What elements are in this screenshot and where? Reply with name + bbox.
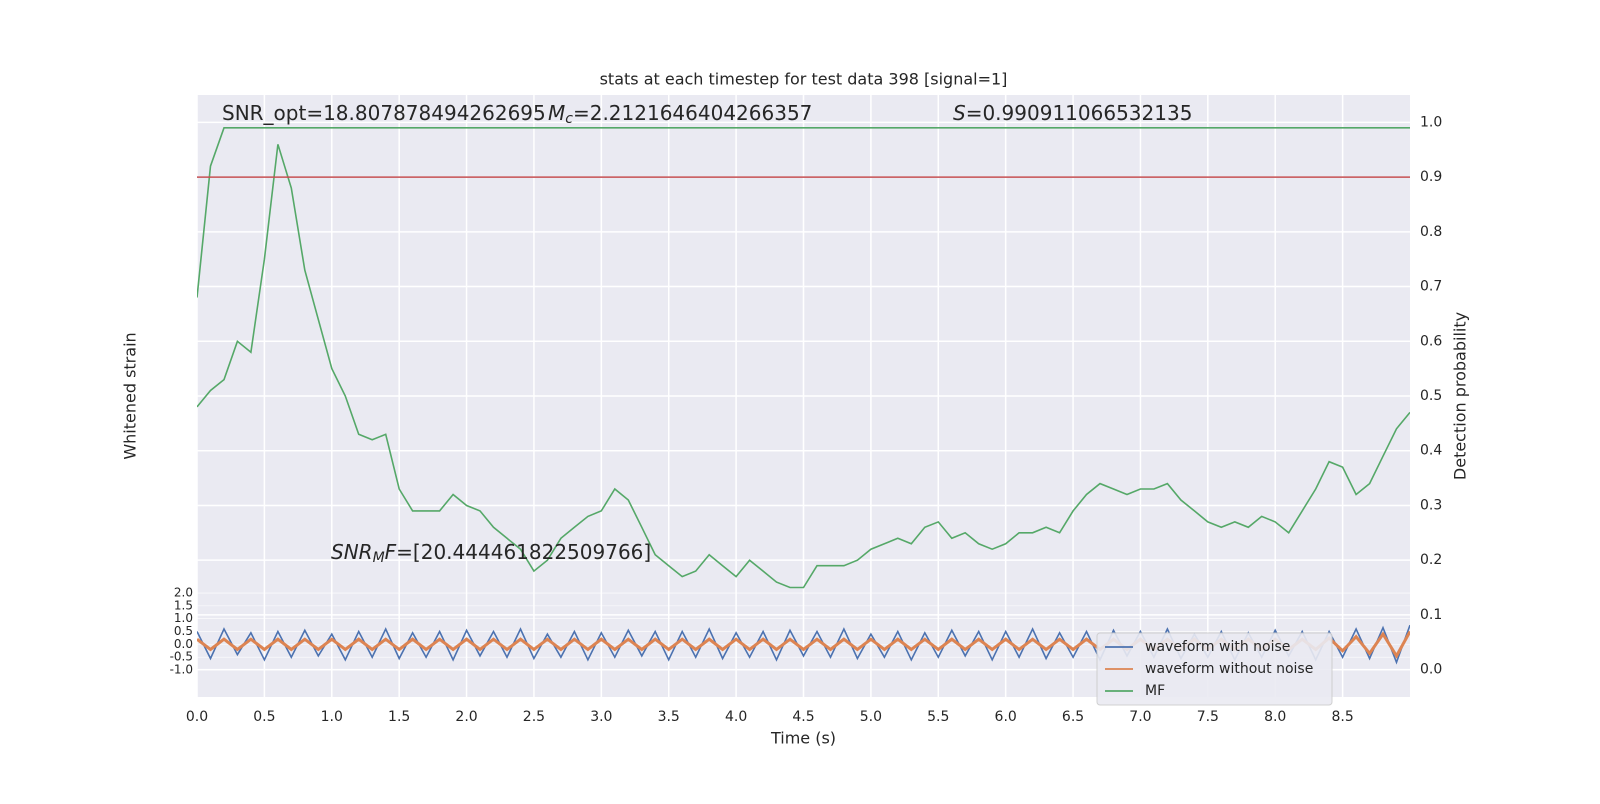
y2-tick-label: 0.6 xyxy=(1420,333,1442,349)
y2-tick-label: 0.5 xyxy=(1420,388,1442,404)
legend-label: waveform without noise xyxy=(1145,661,1313,677)
y-tick-label: 1.5 xyxy=(174,598,193,612)
y2-axis-label: Detection probability xyxy=(1451,312,1470,480)
y-axis-label: Whitened strain xyxy=(121,332,140,459)
y2-tick-label: 0.3 xyxy=(1420,497,1442,513)
y-tick-label: -0.5 xyxy=(170,650,193,664)
x-tick-label: 7.5 xyxy=(1197,709,1219,725)
annotation: S=0.990911066532135 xyxy=(953,101,1192,125)
y2-tick-label: 0.0 xyxy=(1420,662,1442,678)
y2-tick-label: 1.0 xyxy=(1420,114,1442,130)
annotation: SNR_opt=18.807878494262695 xyxy=(222,101,546,125)
y2-tick-label: 0.1 xyxy=(1420,607,1442,623)
y2-tick-label: 0.4 xyxy=(1420,443,1442,459)
annotation-part: F xyxy=(385,540,397,564)
x-tick-label: 8.0 xyxy=(1264,709,1286,725)
legend-label: waveform with noise xyxy=(1145,639,1290,655)
x-tick-label: 5.0 xyxy=(860,709,882,725)
y2-tick-label: 0.8 xyxy=(1420,224,1442,240)
x-tick-label: 8.5 xyxy=(1331,709,1353,725)
x-axis-label: Time (s) xyxy=(770,729,836,748)
annotation-part: =0.990911066532135 xyxy=(966,101,1193,125)
x-tick-label: 0.0 xyxy=(186,709,208,725)
annotation-part: =[20.444461822509766] xyxy=(396,540,651,564)
x-tick-label: 2.5 xyxy=(523,709,545,725)
legend-box xyxy=(1096,632,1333,706)
x-tick-label: 1.5 xyxy=(388,709,410,725)
annotation-part: M xyxy=(373,550,385,566)
series-line xyxy=(197,144,1410,589)
series-line xyxy=(197,127,1410,298)
annotation-part: M xyxy=(548,101,565,125)
x-tick-label: 5.5 xyxy=(927,709,949,725)
y2-tick-label: 0.7 xyxy=(1420,279,1442,295)
x-tick-label: 1.0 xyxy=(321,709,343,725)
x-tick-label: 0.5 xyxy=(253,709,275,725)
x-tick-label: 2.0 xyxy=(455,709,477,725)
chart-title: stats at each timestep for test data 398… xyxy=(600,70,1008,89)
annotation-part: SNR_opt=18.807878494262695 xyxy=(222,101,546,125)
x-tick-label: 4.0 xyxy=(725,709,747,725)
annotation-part: =2.2121646404266357 xyxy=(573,101,812,125)
x-tick-label: 6.5 xyxy=(1062,709,1084,725)
x-tick-label: 6.0 xyxy=(995,709,1017,725)
annotation: SNRMF=[20.444461822509766] xyxy=(331,540,651,567)
y-tick-label: 1.0 xyxy=(174,611,193,625)
y2-tick-label: 0.9 xyxy=(1420,169,1442,185)
y-tick-label: 2.0 xyxy=(174,586,193,600)
y2-tick-label: 0.2 xyxy=(1420,552,1442,568)
x-tick-label: 3.5 xyxy=(658,709,680,725)
annotation: Mc=2.2121646404266357 xyxy=(548,101,812,128)
x-tick-label: 7.0 xyxy=(1129,709,1151,725)
annotation-part: S xyxy=(953,101,966,125)
legend-label: MF xyxy=(1145,683,1165,699)
x-tick-label: 3.0 xyxy=(590,709,612,725)
annotation-part: c xyxy=(565,111,573,127)
annotation-part: SNR xyxy=(331,540,373,564)
y-tick-label: 0.0 xyxy=(174,637,193,651)
y-tick-label: 0.5 xyxy=(174,624,193,638)
y-tick-label: -1.0 xyxy=(170,663,193,677)
x-tick-label: 4.5 xyxy=(792,709,814,725)
